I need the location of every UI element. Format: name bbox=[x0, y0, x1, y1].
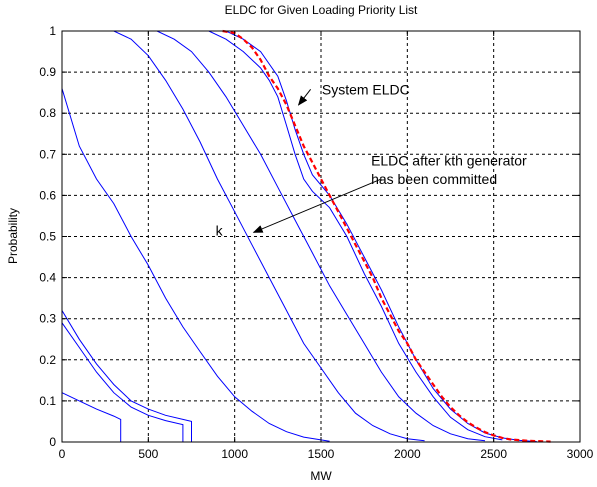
k-label: k bbox=[216, 222, 224, 238]
y-tick-label: 0.5 bbox=[39, 230, 56, 244]
x-tick-label: 0 bbox=[59, 447, 66, 461]
eldc-line-3 bbox=[61, 310, 192, 442]
x-tick-label: 2000 bbox=[394, 447, 421, 461]
grid-lines bbox=[62, 31, 580, 442]
y-tick-label: 0.6 bbox=[39, 188, 56, 202]
y-tick-label: 0.8 bbox=[39, 106, 56, 120]
series-group bbox=[61, 29, 551, 443]
y-tick-label: 0.1 bbox=[39, 394, 56, 408]
system-eldc-line bbox=[222, 29, 551, 443]
y-tick-label: 0.4 bbox=[39, 271, 56, 285]
eldc-line-6 bbox=[62, 30, 486, 442]
y-tick-label: 0.3 bbox=[39, 312, 56, 326]
ticks-group: 0 500 1000 1500 2000 2500 3000 0 0.1 0.2 0.3 0.4 0.5… bbox=[39, 24, 593, 461]
x-axis-label: MW bbox=[310, 469, 332, 483]
eldc-line-2 bbox=[61, 322, 184, 442]
y-tick-label: 0.2 bbox=[39, 353, 56, 367]
system-eldc-arrow bbox=[297, 89, 312, 106]
eldc-line-8 bbox=[62, 30, 503, 441]
eldc-line-1 bbox=[61, 392, 122, 442]
x-tick-label: 1000 bbox=[221, 447, 248, 461]
x-tick-label: 3000 bbox=[567, 447, 594, 461]
eldc-line-4 bbox=[61, 88, 330, 442]
y-tick-label: 0.9 bbox=[39, 65, 56, 79]
eldc-after-label-line1: ELDC after kth generator bbox=[371, 152, 527, 168]
x-tick-label: 2500 bbox=[480, 447, 507, 461]
y-axis-label: Probability bbox=[6, 208, 20, 264]
x-tick-label: 1500 bbox=[308, 447, 335, 461]
eldc-after-arrow bbox=[252, 178, 382, 233]
y-tick-label: 0 bbox=[49, 435, 56, 449]
eldc-line-5 bbox=[62, 30, 425, 442]
y-tick-label: 1 bbox=[49, 24, 56, 38]
y-tick-label: 0.7 bbox=[39, 147, 56, 161]
eldc-after-label-line2: has been committed bbox=[371, 171, 497, 187]
annotations-group: System ELDC ELDC after kth generator has… bbox=[216, 81, 527, 238]
x-tick-label: 500 bbox=[138, 447, 158, 461]
system-eldc-label: System ELDC bbox=[322, 81, 410, 97]
chart-title: ELDC for Given Loading Priority List bbox=[225, 3, 418, 17]
